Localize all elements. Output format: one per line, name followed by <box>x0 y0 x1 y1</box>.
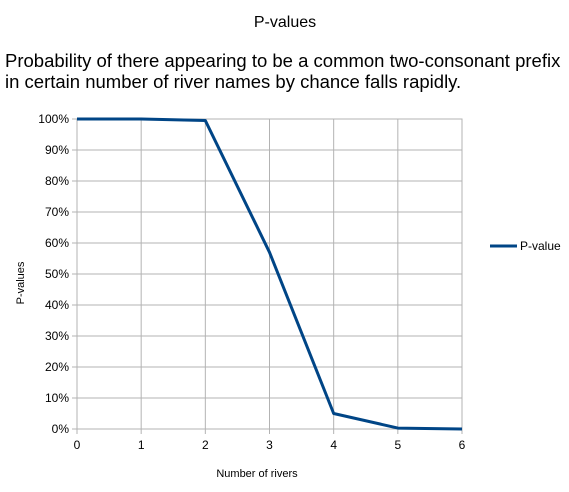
x-tick-label: 2 <box>202 438 209 452</box>
y-tick-label: 60% <box>45 236 69 250</box>
series-line-p-value <box>77 117 463 431</box>
y-tick-label: 100% <box>38 112 69 126</box>
y-tick-label: 80% <box>45 174 69 188</box>
y-tick-label: 40% <box>45 298 69 312</box>
y-tick-label: 90% <box>45 143 69 157</box>
y-tick-label: 30% <box>45 329 69 343</box>
y-tick-label: 20% <box>45 360 69 374</box>
y-axis-label: P-values <box>15 261 27 304</box>
chart-subtitle-line-2: in certain number of river names by chan… <box>5 71 461 92</box>
chart-subtitle-line-1: Probability of there appearing to be a c… <box>5 50 561 71</box>
legend-label: P-value <box>520 239 561 253</box>
y-tick-label: 70% <box>45 205 69 219</box>
grid <box>76 118 463 430</box>
x-tick-label: 0 <box>74 438 81 452</box>
x-axis-ticks: 0 1 2 3 4 5 6 <box>74 429 466 452</box>
series-group <box>77 117 463 431</box>
y-tick-label: 0% <box>52 422 70 436</box>
x-tick-label: 3 <box>266 438 273 452</box>
x-axis-label: Number of rivers <box>216 468 298 480</box>
x-tick-label: 5 <box>394 438 401 452</box>
y-axis-ticks: 0% 10% 20% 30% 40% 50% 60% 70% 80% 90% 100% <box>38 112 77 436</box>
x-tick-label: 1 <box>138 438 145 452</box>
x-tick-label: 6 <box>459 438 466 452</box>
y-tick-label: 10% <box>45 391 69 405</box>
x-tick-label: 4 <box>330 438 337 452</box>
legend: P-value <box>490 239 561 253</box>
y-tick-label: 50% <box>45 267 69 281</box>
chart-title: P-values <box>254 14 316 31</box>
